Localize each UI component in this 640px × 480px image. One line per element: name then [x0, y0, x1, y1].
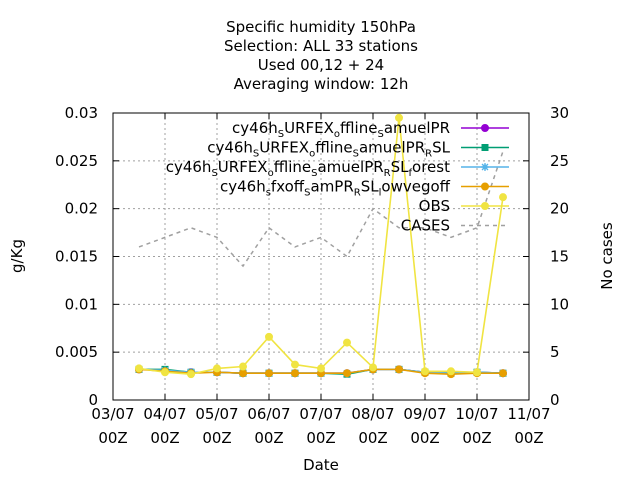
y-tick-label: 0.015	[55, 248, 98, 266]
series-obs	[135, 113, 507, 379]
x-tick-label: 11/07	[507, 405, 550, 423]
title-line: Selection: ALL 33 stations	[224, 37, 418, 55]
x-tick-label: 07/07	[299, 405, 342, 423]
data-point	[291, 369, 299, 378]
data-point	[499, 193, 507, 202]
legend-label: OBS	[419, 197, 450, 215]
x-tick-label: 08/07	[351, 405, 394, 423]
data-point	[187, 370, 195, 379]
legend-label: cy46hSURFEXofflineSamuelPRRSL	[207, 139, 450, 160]
data-point	[395, 365, 403, 374]
data-point	[265, 332, 273, 341]
x-tick-label-hour: 00Z	[254, 429, 283, 447]
x-tick-label-hour: 00Z	[462, 429, 491, 447]
data-point	[447, 367, 455, 376]
x-tick-label: 09/07	[403, 405, 446, 423]
y2-tick-label: 10	[550, 295, 569, 313]
grid	[113, 113, 529, 400]
x-tick-label-hour: 00Z	[150, 429, 179, 447]
x-axis-label: Date	[303, 456, 339, 474]
data-point	[265, 369, 273, 378]
data-point	[343, 369, 351, 378]
series-layer	[135, 113, 507, 379]
x-tick-label: 04/07	[143, 405, 186, 423]
data-point	[213, 364, 221, 373]
x-tick-label: 05/07	[195, 405, 238, 423]
axes: 0 0.005 0.01 0.015 0.02 0.025 0.03 0 5 10 15 20 25 30…	[55, 104, 569, 447]
x-tick-label: 10/07	[455, 405, 498, 423]
data-point	[161, 368, 169, 377]
y2-tick-label: 15	[550, 248, 569, 266]
data-point	[473, 368, 481, 377]
data-point	[291, 360, 299, 369]
title-line: Used 00,12 + 24	[258, 56, 384, 74]
x-tick-label-hour: 00Z	[514, 429, 543, 447]
legend: cy46hSURFEXofflineSamuelPRcy46hSURFEXoff…	[166, 119, 509, 235]
y-tick-label: 0.005	[55, 343, 98, 361]
legend-marker	[481, 163, 489, 171]
x-tick-label-hour: 00Z	[202, 429, 231, 447]
legend-label: cy46hSURFEXofflineSamuelPR	[232, 119, 450, 140]
data-point	[239, 369, 247, 378]
x-tick-label-hour: 00Z	[306, 429, 335, 447]
y2-tick-label: 5	[550, 343, 560, 361]
title-line: Averaging window: 12h	[234, 75, 409, 93]
legend-marker	[481, 182, 489, 191]
data-point	[135, 364, 143, 373]
y2-tick-label: 30	[550, 104, 569, 122]
y-tick-label: 0.025	[55, 152, 98, 170]
data-point	[395, 113, 403, 122]
y-tick-label: 0.03	[65, 104, 98, 122]
legend-item: cy46hsfxoffSamPRRSLlowvegoff	[220, 178, 509, 199]
data-point	[499, 369, 507, 378]
legend-marker	[481, 124, 489, 132]
x-tick-label-hour: 00Z	[358, 429, 387, 447]
x-tick-label-hour: 00Z	[98, 429, 127, 447]
title-line: Specific humidity 150hPa	[226, 18, 416, 36]
y-tick-label: 0.01	[65, 295, 98, 313]
data-point	[369, 363, 377, 372]
data-point	[239, 362, 247, 371]
y2-tick-label: 0	[550, 391, 560, 409]
legend-label: CASES	[401, 217, 450, 235]
y2-axis-label: No cases	[598, 222, 616, 290]
data-point	[343, 338, 351, 347]
legend-item: cy46hSURFEXofflineSamuelPRRSL	[207, 139, 509, 160]
legend-item: cy46hSURFEXofflineSamuelPR	[232, 119, 509, 140]
y-axis-label: g/Kg	[8, 239, 26, 273]
y-tick-label: 0.02	[65, 200, 98, 218]
legend-marker	[481, 202, 489, 210]
x-tick-label: 03/07	[91, 405, 134, 423]
y-tick-label: 0	[88, 391, 98, 409]
y2-tick-label: 20	[550, 200, 569, 218]
data-point	[421, 367, 429, 376]
legend-item: CASES	[401, 217, 509, 235]
x-tick-label-hour: 00Z	[410, 429, 439, 447]
legend-label: cy46hSURFEXofflineSamuelPRRSLforest	[166, 158, 450, 179]
data-point	[317, 364, 325, 373]
legend-item: OBS	[419, 197, 509, 215]
legend-item: cy46hSURFEXofflineSamuelPRRSLforest	[166, 158, 509, 179]
legend-marker	[481, 144, 489, 151]
series-cases	[138, 151, 504, 268]
series-line	[138, 151, 504, 268]
x-tick-label: 06/07	[247, 405, 290, 423]
y2-tick-label: 25	[550, 152, 569, 170]
legend-label: cy46hsfxoffSamPRRSLlowvegoff	[220, 178, 451, 199]
